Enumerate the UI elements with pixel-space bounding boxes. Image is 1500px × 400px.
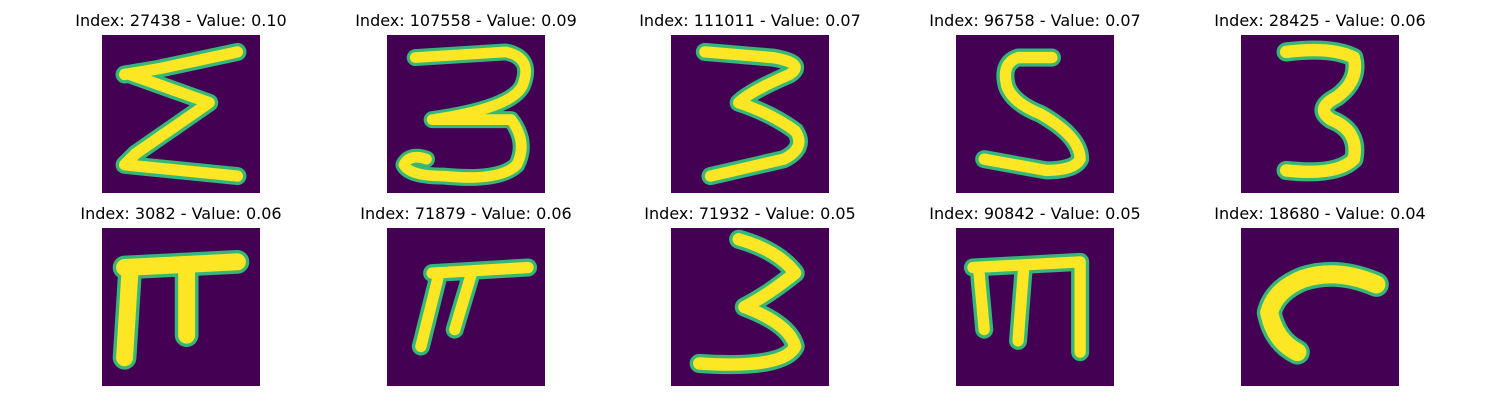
cell-title: Index: 71932 - Value: 0.05	[644, 204, 856, 223]
cell-title: Index: 28425 - Value: 0.06	[1214, 11, 1426, 30]
three-glyph	[689, 229, 805, 375]
digit-image	[956, 228, 1114, 386]
cell-title: Index: 111011 - Value: 0.07	[639, 11, 861, 30]
digit-image	[671, 228, 829, 386]
cell-title: Index: 107558 - Value: 0.09	[355, 11, 577, 30]
pi-glyph	[112, 250, 250, 370]
three-glyph	[1276, 40, 1365, 182]
cell-title: Index: 27438 - Value: 0.10	[75, 11, 287, 30]
digit-image	[671, 35, 829, 193]
cell-title: Index: 96758 - Value: 0.07	[929, 11, 1141, 30]
cell-title: Index: 90842 - Value: 0.05	[929, 204, 1141, 223]
digit-image	[1241, 228, 1399, 386]
three-glyph	[395, 43, 535, 186]
sigma-glyph	[115, 42, 247, 186]
s-glyph	[975, 48, 1090, 180]
m-glyph	[963, 252, 1090, 362]
digit-image	[102, 35, 260, 193]
cell-title: Index: 3082 - Value: 0.06	[80, 204, 282, 223]
cell-title: Index: 18680 - Value: 0.04	[1214, 204, 1426, 223]
hook-glyph	[1256, 261, 1389, 365]
three-glyph	[695, 42, 808, 186]
digit-image	[102, 228, 260, 386]
pi-glyph	[411, 258, 538, 356]
digit-image	[387, 228, 545, 386]
digit-image	[956, 35, 1114, 193]
digit-image	[387, 35, 545, 193]
cell-title: Index: 71879 - Value: 0.06	[360, 204, 572, 223]
digit-image	[1241, 35, 1399, 193]
